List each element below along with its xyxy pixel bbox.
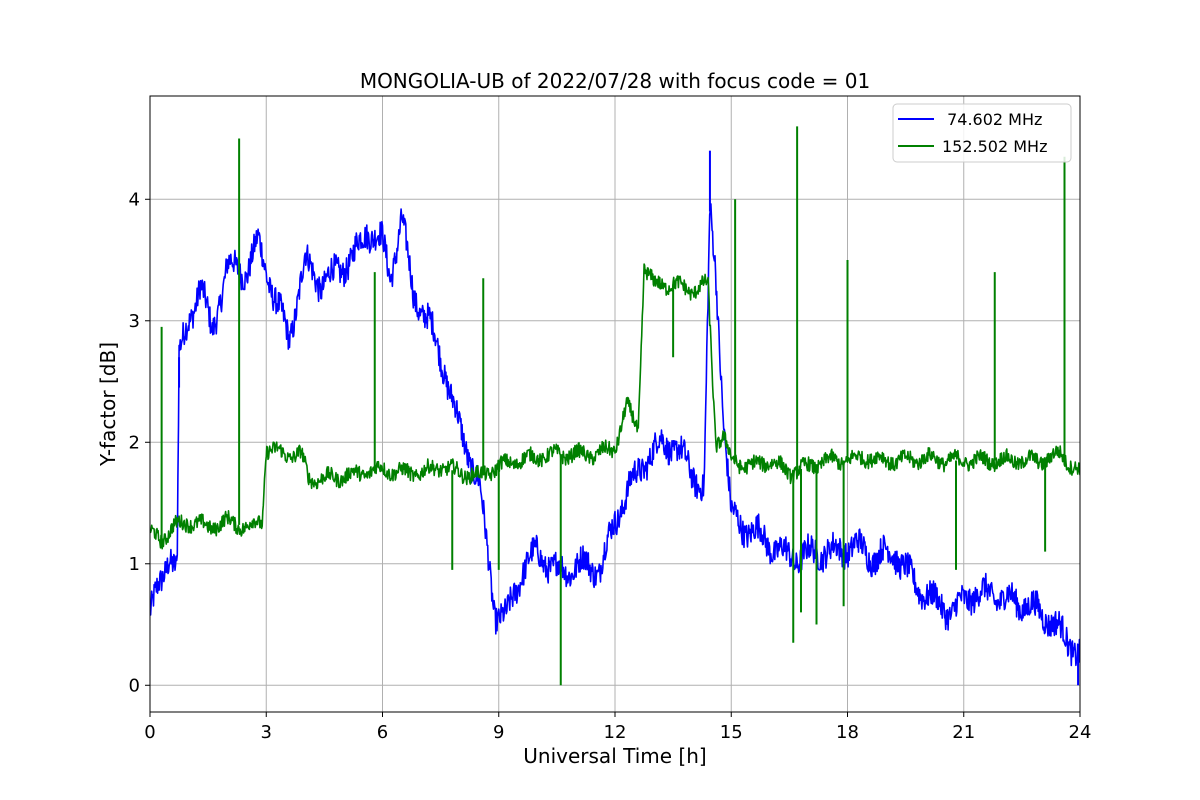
x-tick-label: 12 [604, 722, 627, 743]
y-tick-label: 4 [129, 189, 140, 210]
y-tick-label: 3 [129, 311, 140, 332]
x-tick-label: 0 [144, 722, 155, 743]
x-tick-label: 6 [377, 722, 388, 743]
legend: 74.602 MHz 152.502 MHz [892, 103, 1072, 163]
x-tick-label: 24 [1069, 722, 1092, 743]
y-tick-label: 1 [129, 554, 140, 575]
legend-box [892, 103, 1072, 163]
x-tick-label: 21 [952, 722, 975, 743]
series-line-1 [150, 203, 1080, 667]
legend-label-series-1: 74.602 MHz [942, 110, 1042, 129]
y-tick-label: 0 [129, 675, 140, 696]
series-layer [150, 126, 1080, 686]
x-axis-label: Universal Time [h] [523, 744, 706, 768]
x-tick-label: 9 [493, 722, 504, 743]
x-tick-label: 18 [836, 722, 859, 743]
x-axis: 0 3 6 9 12 15 18 21 24 [144, 712, 1091, 743]
y-axis-label: Y-factor [dB] [96, 342, 120, 467]
legend-label-series-2: 152.502 MHz [942, 137, 1047, 156]
chart-title: MONGOLIA-UB of 2022/07/28 with focus cod… [360, 69, 870, 93]
y-tick-label: 2 [129, 432, 140, 453]
x-tick-label: 15 [720, 722, 743, 743]
x-tick-label: 3 [261, 722, 272, 743]
series-line-2 [150, 263, 1080, 550]
y-axis: 0 1 2 3 4 [129, 189, 150, 696]
